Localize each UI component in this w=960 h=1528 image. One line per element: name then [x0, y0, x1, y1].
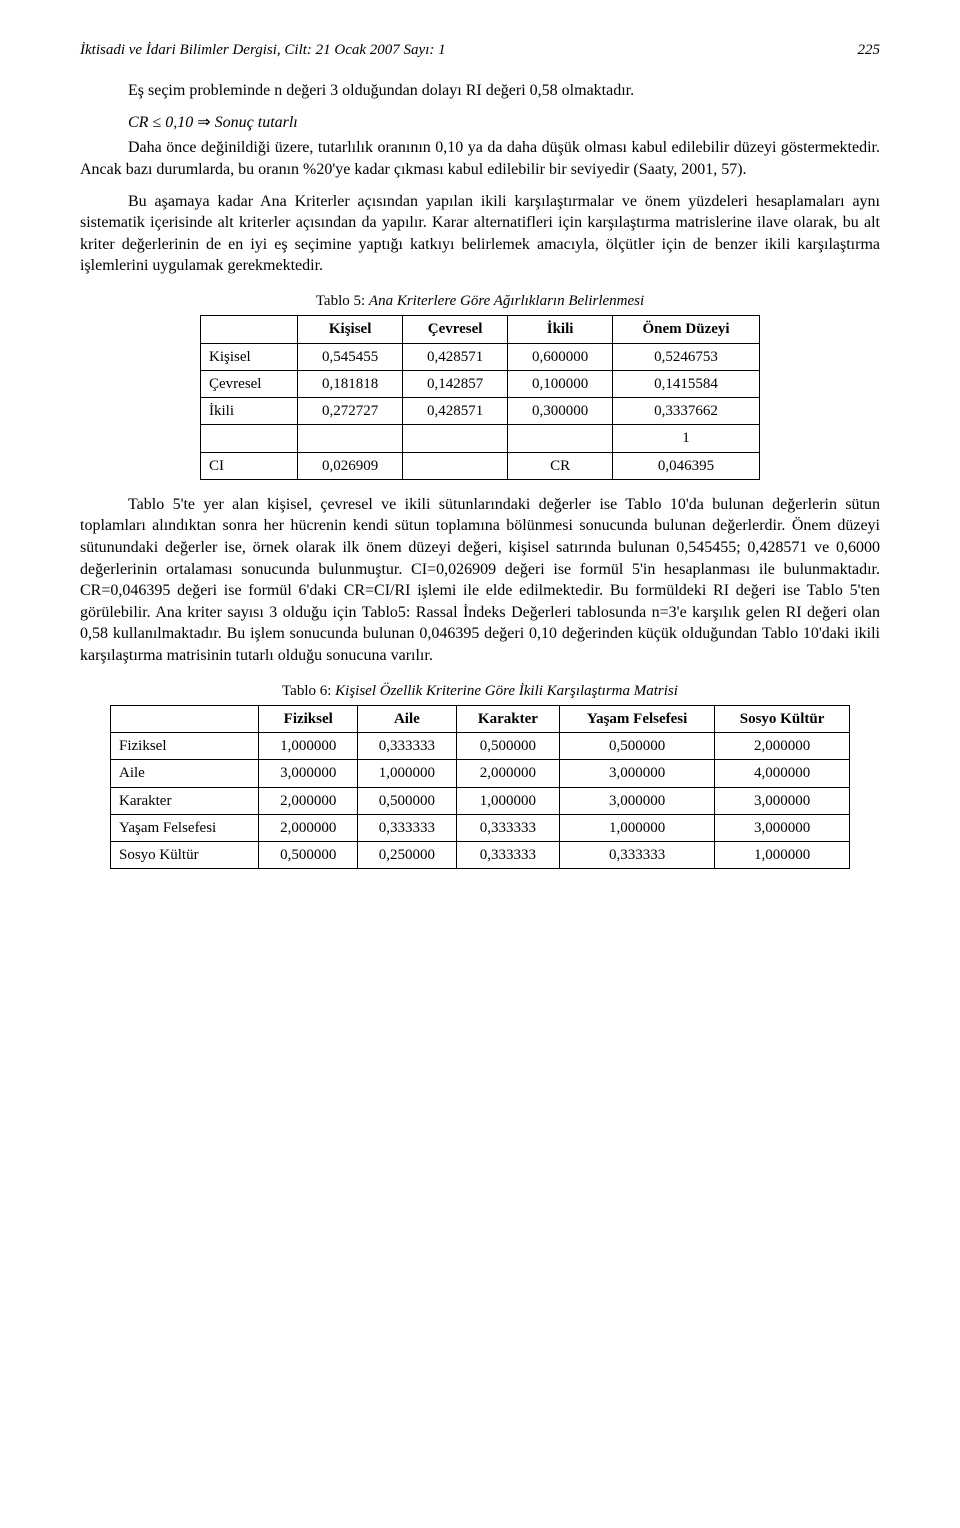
- table5-cell: 0,545455: [298, 343, 403, 370]
- table6-cell: 0,333333: [456, 842, 559, 869]
- table5: Kişisel Çevresel İkili Önem Düzeyi Kişis…: [200, 315, 760, 480]
- table6-cell: Sosyo Kültür: [111, 842, 259, 869]
- table5-row: Kişisel 0,545455 0,428571 0,600000 0,524…: [201, 343, 760, 370]
- table6-cell: 0,500000: [560, 733, 715, 760]
- table5-cell: 0,1415584: [613, 370, 760, 397]
- table5-cell: Çevresel: [201, 370, 298, 397]
- table5-header-row: Kişisel Çevresel İkili Önem Düzeyi: [201, 316, 760, 343]
- math-lhs: CR ≤ 0,10: [128, 114, 193, 131]
- table5-h0: [201, 316, 298, 343]
- table6-cell: 0,500000: [358, 787, 457, 814]
- table6-cell: 3,000000: [715, 814, 850, 841]
- math-arrow: ⇒: [193, 114, 214, 131]
- table6-cell: Yaşam Felsefesi: [111, 814, 259, 841]
- table6-cell: 1,000000: [715, 842, 850, 869]
- table6-cell: Aile: [111, 760, 259, 787]
- table5-cell: Kişisel: [201, 343, 298, 370]
- table6-cell: 3,000000: [560, 787, 715, 814]
- table6-h2: Aile: [358, 705, 457, 732]
- table6-row: Fiziksel 1,000000 0,333333 0,500000 0,50…: [111, 733, 850, 760]
- table6-row: Sosyo Kültür 0,500000 0,250000 0,333333 …: [111, 842, 850, 869]
- table5-cell: 0,300000: [508, 398, 613, 425]
- table6-row: Aile 3,000000 1,000000 2,000000 3,000000…: [111, 760, 850, 787]
- table5-caption-title: Ana Kriterlere Göre Ağırlıkların Belirle…: [369, 293, 644, 309]
- table5-cell: 0,046395: [613, 452, 760, 479]
- table6-h4: Yaşam Felsefesi: [560, 705, 715, 732]
- table6-cell: 0,333333: [358, 814, 457, 841]
- table5-cell: 0,026909: [298, 452, 403, 479]
- table5-caption: Tablo 5: Ana Kriterlere Göre Ağırlıkları…: [80, 291, 880, 311]
- math-expression: CR ≤ 0,10 ⇒ Sonuç tutarlı: [80, 112, 880, 134]
- paragraph-2: Daha önce değinildiği üzere, tutarlılık …: [80, 137, 880, 180]
- table6-caption-num: Tablo 6:: [282, 683, 335, 699]
- table6-cell: 3,000000: [259, 760, 358, 787]
- table6-row: Yaşam Felsefesi 2,000000 0,333333 0,3333…: [111, 814, 850, 841]
- table6-header-row: Fiziksel Aile Karakter Yaşam Felsefesi S…: [111, 705, 850, 732]
- table6-cell: 1,000000: [358, 760, 457, 787]
- table6-cell: 0,333333: [456, 814, 559, 841]
- table6-h5: Sosyo Kültür: [715, 705, 850, 732]
- table5-h2: Çevresel: [403, 316, 508, 343]
- table6-h3: Karakter: [456, 705, 559, 732]
- table5-sum-row: 1: [201, 425, 760, 452]
- table6-caption-title: Kişisel Özellik Kriterine Göre İkili Kar…: [335, 683, 678, 699]
- table5-cell: 0,5246753: [613, 343, 760, 370]
- table6-row: Karakter 2,000000 0,500000 1,000000 3,00…: [111, 787, 850, 814]
- paragraph-3: Bu aşamaya kadar Ana Kriterler açısından…: [80, 191, 880, 277]
- table5-cell: 0,428571: [403, 343, 508, 370]
- table6-cell: 0,333333: [358, 733, 457, 760]
- table6-cell: 1,000000: [560, 814, 715, 841]
- table6-cell: Karakter: [111, 787, 259, 814]
- table5-cell: İkili: [201, 398, 298, 425]
- journal-title: İktisadi ve İdari Bilimler Dergisi, Cilt…: [80, 40, 446, 60]
- table6-h0: [111, 705, 259, 732]
- table5-h1: Kişisel: [298, 316, 403, 343]
- paragraph-4: Tablo 5'te yer alan kişisel, çevresel ve…: [80, 494, 880, 667]
- page-number: 225: [858, 40, 881, 60]
- table5-cell: 1: [613, 425, 760, 452]
- table5-cell: [298, 425, 403, 452]
- table6-cell: 2,000000: [715, 733, 850, 760]
- table6-cell: 0,250000: [358, 842, 457, 869]
- table5-cell: 0,428571: [403, 398, 508, 425]
- table5-cell: 0,272727: [298, 398, 403, 425]
- table5-cell: 0,600000: [508, 343, 613, 370]
- table6-caption: Tablo 6: Kişisel Özellik Kriterine Göre …: [80, 681, 880, 701]
- table5-cell: [403, 425, 508, 452]
- table6-cell: Fiziksel: [111, 733, 259, 760]
- table6-cell: 0,333333: [560, 842, 715, 869]
- table6-cell: 2,000000: [259, 814, 358, 841]
- table5-row: İkili 0,272727 0,428571 0,300000 0,33376…: [201, 398, 760, 425]
- table6-cell: 2,000000: [259, 787, 358, 814]
- table5-cell: [508, 425, 613, 452]
- table5-cell: 0,181818: [298, 370, 403, 397]
- table5-row: Çevresel 0,181818 0,142857 0,100000 0,14…: [201, 370, 760, 397]
- table5-cell: 0,100000: [508, 370, 613, 397]
- table5-ci-row: CI 0,026909 CR 0,046395: [201, 452, 760, 479]
- table6-cell: 3,000000: [560, 760, 715, 787]
- paragraph-1: Eş seçim probleminde n değeri 3 olduğund…: [80, 80, 880, 102]
- math-rhs: Sonuç tutarlı: [215, 114, 298, 131]
- table5-cell: 0,142857: [403, 370, 508, 397]
- table6-cell: 1,000000: [259, 733, 358, 760]
- table5-cell: [201, 425, 298, 452]
- table5-cell: 0,3337662: [613, 398, 760, 425]
- table6-cell: 2,000000: [456, 760, 559, 787]
- table6-cell: 1,000000: [456, 787, 559, 814]
- table6: Fiziksel Aile Karakter Yaşam Felsefesi S…: [110, 705, 850, 870]
- table5-h3: İkili: [508, 316, 613, 343]
- table6-cell: 3,000000: [715, 787, 850, 814]
- table6-cell: 0,500000: [456, 733, 559, 760]
- table5-cell: CI: [201, 452, 298, 479]
- table6-h1: Fiziksel: [259, 705, 358, 732]
- table5-cell: [403, 452, 508, 479]
- table5-cell: CR: [508, 452, 613, 479]
- table6-cell: 4,000000: [715, 760, 850, 787]
- table5-h4: Önem Düzeyi: [613, 316, 760, 343]
- page-header: İktisadi ve İdari Bilimler Dergisi, Cilt…: [80, 40, 880, 60]
- table5-caption-num: Tablo 5:: [316, 293, 369, 309]
- table6-cell: 0,500000: [259, 842, 358, 869]
